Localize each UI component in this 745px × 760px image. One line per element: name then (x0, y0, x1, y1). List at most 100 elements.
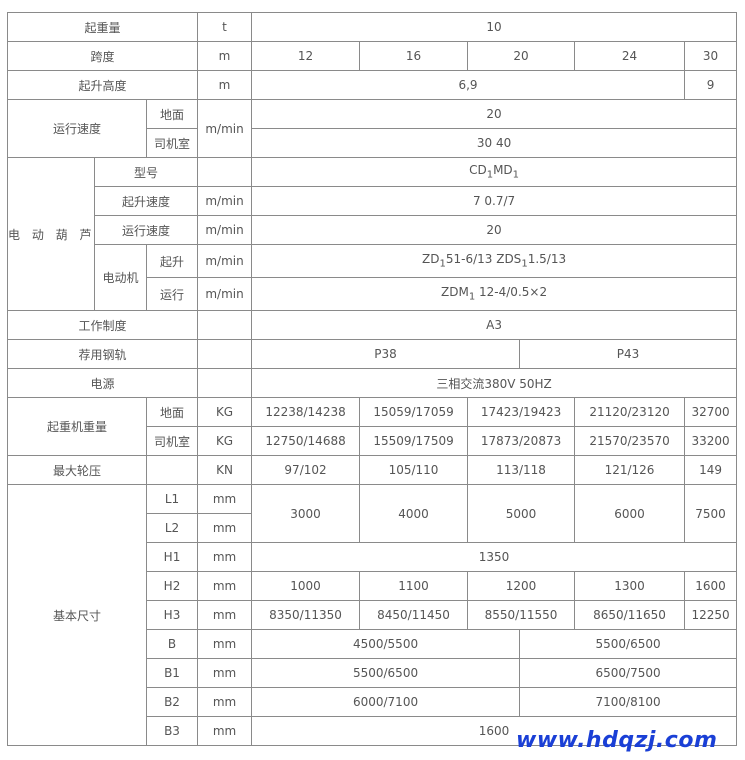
sublabel: H2 (145, 571, 199, 601)
unit: m/min (197, 244, 253, 278)
sub: 1 (486, 169, 494, 181)
value: 7500 (684, 484, 738, 543)
value: 12 (251, 41, 361, 71)
row-span: 跨度 m 12 16 20 24 30 (6, 41, 738, 71)
row-hoist-run-speed: 运行速度 m/min 20 (8, 215, 738, 245)
value: 17873/20873 (467, 426, 576, 456)
label: 电源 (6, 368, 199, 398)
v: ZDM (441, 285, 469, 300)
sublabel: B2 (145, 687, 199, 717)
unit: m/min (197, 277, 253, 311)
sublabel: 电动机 (94, 244, 147, 311)
value: 21570/23570 (574, 426, 686, 456)
value: 3000 (251, 484, 361, 543)
row-power: 电源 三相交流380V 50HZ (6, 368, 738, 398)
unit: mm (197, 484, 253, 514)
sublabel: L1 (145, 484, 199, 514)
unit: t (197, 12, 253, 42)
value: 6,9 (251, 70, 686, 100)
row-capacity: 起重量 t 10 (6, 12, 738, 42)
value: CD1MD1 (251, 157, 738, 187)
label: 最大轮压 (7, 455, 147, 485)
label: 荐用钢轨 (6, 339, 199, 369)
value: 32700 (684, 397, 738, 427)
v: 12-4/0.5×2 (475, 285, 548, 300)
value: 113/118 (467, 455, 576, 485)
value: 20 (467, 41, 576, 71)
value: 1350 (251, 542, 738, 572)
value: 4000 (359, 484, 469, 543)
label: 运行速度 (7, 99, 147, 158)
sublabel: 地面 (145, 397, 199, 427)
value: 6000/7100 (251, 687, 521, 717)
unit: KN (197, 455, 253, 485)
v: ZD (422, 252, 440, 267)
value: ZDM1 12-4/0.5×2 (251, 277, 738, 311)
unit: mm (197, 629, 253, 659)
value: A3 (251, 310, 738, 340)
value: 1000 (251, 571, 361, 601)
value: 121/126 (574, 455, 686, 485)
value: 7 0.7/7 (251, 186, 738, 216)
row-dim-B2: B2 mm 6000/7100 7100/8100 (8, 687, 738, 717)
value: 9 (684, 70, 738, 100)
value: 1300 (574, 571, 686, 601)
unit: m/min (197, 215, 253, 245)
value: 1100 (359, 571, 469, 601)
row-dim-H1: H1 mm 1350 (8, 542, 738, 572)
unit: m (197, 70, 253, 100)
value: 12750/14688 (251, 426, 361, 456)
row-dim-L1: 基本尺寸 L1 mm 3000 4000 5000 6000 7500 (7, 484, 738, 746)
sub: 1 (512, 169, 520, 181)
value: 6500/7500 (519, 658, 738, 688)
value: 5000 (467, 484, 576, 543)
label: 跨度 (6, 41, 199, 71)
value: 30 40 (251, 128, 738, 158)
value: 12250 (684, 600, 738, 630)
sublabel: L2 (145, 513, 199, 543)
label: 工作制度 (6, 310, 199, 340)
value: 12238/14238 (251, 397, 361, 427)
unit: mm (197, 513, 253, 543)
row-travel-speed-ground: 运行速度 地面 m/min 20 (7, 99, 738, 158)
value: 15059/17059 (359, 397, 469, 427)
value: 6000 (574, 484, 686, 543)
unit: mm (197, 687, 253, 717)
sublabel: H3 (145, 600, 199, 630)
value: 1600 (684, 571, 738, 601)
value: 8450/11450 (359, 600, 469, 630)
crane-spec-table: 起重量 t 10 跨度 m 12 16 20 24 30 起升高度 m 6,9 … (6, 12, 738, 746)
row-weight-cab: 司机室 KG 12750/14688 15509/17509 17873/208… (8, 426, 738, 456)
row-rail: 荐用钢轨 P38 P43 (6, 339, 738, 369)
value: 16 (359, 41, 469, 71)
row-hoist-lift-speed: 起升速度 m/min 7 0.7/7 (8, 186, 738, 216)
unit: mm (197, 542, 253, 572)
value: 1200 (467, 571, 576, 601)
value: 10 (251, 12, 738, 42)
value: 7100/8100 (519, 687, 738, 717)
unit (197, 310, 253, 340)
row-dim-B: B mm 4500/5500 5500/6500 (8, 629, 738, 659)
sublabel: 型号 (93, 157, 199, 187)
label: 起升高度 (6, 70, 199, 100)
unit: m/min (197, 99, 253, 158)
value: 8550/11550 (467, 600, 576, 630)
value: 33200 (684, 426, 738, 456)
unit: mm (197, 658, 253, 688)
value: 24 (574, 41, 686, 71)
sublabel: B3 (145, 716, 199, 746)
value: 5500/6500 (251, 658, 521, 688)
sublabel (145, 455, 199, 485)
sublabel: B1 (145, 658, 199, 688)
value: 20 (251, 99, 738, 129)
unit: mm (197, 600, 253, 630)
unit (197, 157, 253, 187)
row-motor-lift: 电动机 起升 m/min ZD151-6/13 ZDS11.5/13 (8, 244, 738, 311)
value: 97/102 (251, 455, 361, 485)
sublabel: 运行 (145, 277, 199, 311)
value: 105/110 (359, 455, 469, 485)
row-motor-run: 运行 m/min ZDM1 12-4/0.5×2 (8, 277, 738, 311)
v: MD (493, 163, 513, 178)
sublabel: 运行速度 (93, 215, 199, 245)
v: CD (469, 163, 487, 178)
